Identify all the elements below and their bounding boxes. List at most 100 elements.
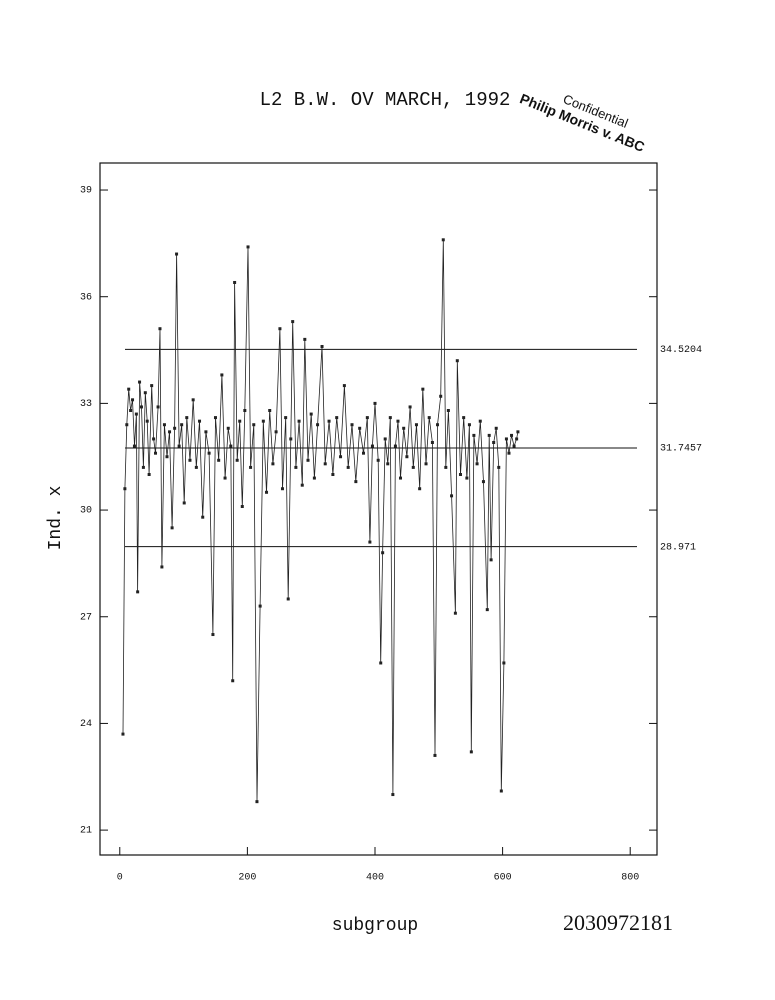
data-point: [207, 451, 211, 455]
data-point: [365, 416, 369, 420]
data-point: [320, 344, 324, 348]
data-point: [489, 558, 493, 562]
control-line-label: 28.971: [660, 542, 696, 553]
data-point: [478, 419, 482, 423]
data-point: [191, 398, 195, 402]
data-point: [515, 437, 519, 441]
y-tick-label: 33: [80, 399, 92, 410]
data-point: [194, 465, 198, 469]
data-point: [121, 732, 125, 736]
data-point: [450, 494, 454, 498]
data-point: [339, 455, 343, 459]
data-point: [402, 426, 406, 430]
data-point: [421, 387, 425, 391]
data-point: [185, 416, 189, 420]
data-point: [240, 505, 244, 509]
data-point: [278, 327, 282, 331]
data-point: [286, 597, 290, 601]
data-point: [335, 416, 339, 420]
data-point: [462, 416, 466, 420]
data-point: [139, 405, 143, 409]
data-point: [294, 465, 298, 469]
data-point: [280, 487, 284, 491]
data-point: [465, 476, 469, 480]
data-point: [399, 476, 403, 480]
data-point: [467, 423, 471, 427]
data-point: [481, 480, 485, 484]
data-point: [223, 476, 227, 480]
data-point: [271, 462, 275, 466]
data-point: [265, 490, 269, 494]
data-point: [507, 451, 511, 455]
control-line-label: 31.7457: [660, 444, 702, 455]
plot-frame: [99, 162, 658, 856]
data-point: [238, 419, 242, 423]
y-tick-label: 21: [80, 826, 92, 837]
data-point: [396, 419, 400, 423]
data-point: [177, 444, 181, 448]
data-point: [201, 515, 205, 519]
chart-title: L2 B.W. OV MARCH, 1992: [260, 89, 511, 111]
data-point: [147, 473, 151, 477]
data-point: [303, 337, 307, 341]
data-point: [309, 412, 313, 416]
data-point: [243, 408, 247, 412]
data-point: [391, 793, 395, 797]
data-point: [362, 451, 366, 455]
data-point: [499, 789, 503, 793]
data-point: [354, 480, 358, 484]
data-point: [188, 458, 192, 462]
data-point: [233, 280, 237, 284]
data-point: [342, 384, 346, 388]
data-point: [217, 458, 221, 462]
data-point: [383, 437, 387, 441]
data-point: [180, 423, 184, 427]
data-point: [441, 238, 445, 242]
data-point: [173, 426, 177, 430]
y-axis-label: Ind. x: [46, 486, 66, 551]
document-id: 2030972181: [563, 910, 673, 935]
data-point: [323, 462, 327, 466]
data-point: [494, 426, 498, 430]
data-point: [246, 245, 250, 249]
data-point: [368, 540, 372, 544]
data-point: [393, 444, 397, 448]
data-point: [255, 800, 259, 804]
data-point: [516, 430, 520, 434]
data-point: [127, 387, 131, 391]
data-point: [485, 608, 489, 612]
x-tick-label: 600: [494, 873, 512, 884]
data-point: [182, 501, 186, 505]
data-point: [405, 455, 409, 459]
data-point: [156, 405, 160, 409]
y-tick-label: 30: [80, 506, 92, 517]
data-point: [458, 473, 462, 477]
data-point: [235, 458, 239, 462]
y-tick-label: 39: [80, 186, 92, 197]
data-point: [165, 455, 169, 459]
data-point: [346, 465, 350, 469]
data-point: [138, 380, 142, 384]
data-point: [141, 465, 145, 469]
data-point: [436, 423, 440, 427]
data-point: [249, 465, 253, 469]
data-point: [408, 405, 412, 409]
x-tick-label: 200: [238, 873, 256, 884]
data-point: [261, 419, 265, 423]
data-point: [475, 462, 479, 466]
data-point: [418, 487, 422, 491]
data-point: [510, 433, 514, 437]
data-point: [444, 465, 448, 469]
data-point: [388, 416, 392, 420]
stamp: Confidential Philip Morris v. ABC: [518, 90, 647, 155]
data-point: [386, 462, 390, 466]
data-point: [453, 611, 457, 615]
data-point: [414, 423, 418, 427]
data-point: [123, 487, 127, 491]
data-point: [211, 633, 215, 637]
x-tick-label: 800: [621, 873, 639, 884]
data-point: [162, 423, 166, 427]
data-point: [350, 423, 354, 427]
data-point: [439, 394, 443, 398]
data-point: [316, 423, 320, 427]
